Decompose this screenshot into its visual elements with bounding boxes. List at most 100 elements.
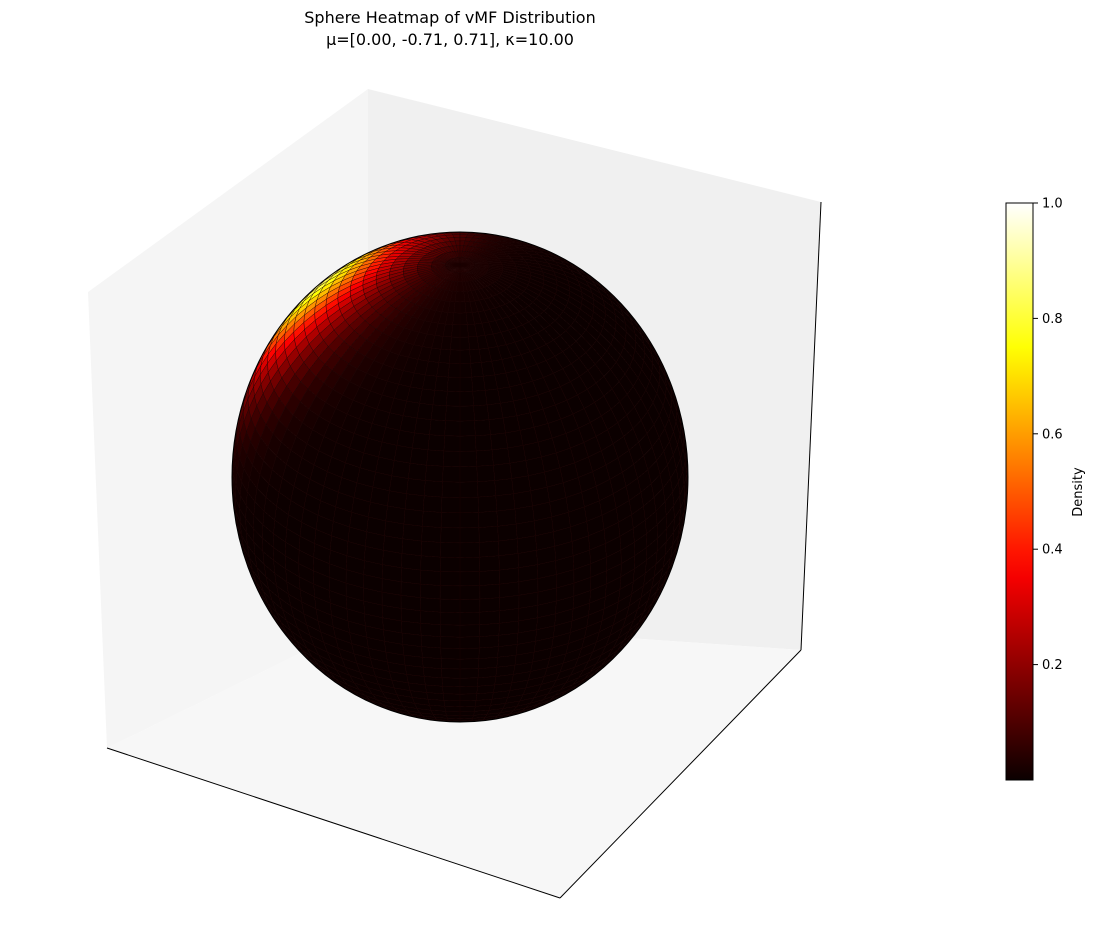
sphere-face [430, 404, 447, 421]
sphere-face [400, 595, 421, 611]
sphere-face [479, 569, 500, 586]
sphere-face [421, 646, 442, 659]
sphere-face [436, 362, 450, 378]
sphere-face [459, 405, 475, 422]
sphere-face [478, 635, 500, 649]
sphere-face [498, 553, 519, 571]
sphere-face [477, 495, 498, 513]
sphere-face [459, 585, 481, 600]
sphere-face [440, 512, 461, 529]
sphere-face [422, 667, 443, 679]
sphere-face [459, 706, 476, 712]
sphere-face [434, 376, 449, 392]
sphere-face [511, 475, 531, 494]
sphere-face [459, 527, 480, 544]
sphere-face [478, 525, 499, 543]
sphere-face [400, 608, 421, 624]
sphere-face [414, 417, 432, 435]
sphere-face [459, 324, 469, 338]
sphere-face [459, 710, 475, 716]
sphere-face [420, 569, 441, 586]
sphere-face [442, 450, 461, 467]
colorbar-tick-label: 0.8 [1042, 312, 1063, 327]
sphere-face [404, 493, 425, 512]
sphere-face [514, 505, 535, 525]
sphere-face [471, 376, 486, 392]
sphere-face [420, 610, 441, 625]
sphere-face [479, 610, 500, 625]
sphere-face [450, 336, 461, 351]
sphere-face [420, 583, 441, 600]
sphere-face [453, 301, 461, 314]
sphere-face [427, 434, 445, 452]
sphere-face [494, 478, 514, 497]
sphere-face [459, 624, 480, 638]
sphere-face [396, 430, 415, 449]
sphere-face [423, 676, 443, 687]
sphere-face [513, 490, 533, 510]
sphere-face [459, 714, 474, 719]
sphere-face [459, 598, 481, 613]
sphere-face [391, 460, 411, 479]
sphere-face [440, 658, 461, 670]
sphere-face [440, 542, 461, 558]
sphere-face [403, 508, 424, 527]
sphere-outline [231, 231, 689, 723]
sphere-face [459, 512, 480, 529]
sphere-face [478, 510, 498, 528]
sphere-face [490, 432, 508, 451]
sphere-face [402, 523, 423, 542]
sphere-face [499, 608, 520, 624]
sphere-face [419, 388, 436, 406]
sphere-face [412, 432, 430, 451]
sphere-face [420, 540, 442, 558]
sphere-face [459, 542, 480, 558]
colorbar: 0.2 0.4 0.6 0.8 1.0 Density [1005, 197, 1086, 781]
sphere-face [440, 556, 461, 573]
sphere-face [459, 349, 471, 364]
sphere-face [493, 462, 512, 481]
colorbar-tick-label: 0.2 [1042, 658, 1063, 673]
sphere-face [401, 553, 422, 571]
sphere-face [459, 336, 470, 351]
sphere-face [441, 677, 461, 687]
sphere-face [408, 462, 427, 481]
sphere-face [459, 668, 479, 679]
sphere-face [499, 581, 520, 598]
sphere-face [459, 450, 478, 467]
sphere-face [445, 405, 461, 422]
sphere-face [507, 445, 527, 464]
sphere-face [440, 527, 461, 544]
sphere-face [459, 391, 474, 407]
sphere-face [479, 623, 500, 637]
sphere-face [473, 404, 490, 421]
sphere-face [409, 447, 429, 466]
colorbar-ticks: 0.2 0.4 0.6 0.8 1.0 [1033, 197, 1063, 673]
sphere-face [484, 388, 501, 406]
chart-title-line-2: μ=[0.00, -0.71, 0.71], κ=10.00 [326, 30, 574, 49]
sphere-face [459, 677, 479, 687]
sphere-face [478, 540, 500, 558]
sphere-face [459, 647, 480, 660]
sphere-face [459, 571, 481, 587]
sphere-face [459, 362, 472, 378]
sphere-face [497, 523, 518, 542]
sphere-face [488, 417, 506, 435]
sphere-face [477, 676, 497, 687]
sphere-face [496, 508, 517, 527]
colorbar-label: Density [1071, 467, 1086, 517]
sphere-face [421, 525, 442, 543]
sphere-face [439, 585, 461, 600]
sphere-face [406, 478, 426, 497]
sphere-face [399, 415, 418, 434]
sphere-face [416, 403, 434, 420]
sphere-face [472, 390, 488, 407]
sphere-face [429, 419, 446, 437]
sphere-face [477, 667, 498, 679]
sphere-face [459, 301, 467, 314]
sphere-face [479, 597, 500, 613]
sphere-face [486, 403, 504, 420]
sphere-face [459, 312, 468, 326]
sphere-face [441, 481, 461, 498]
